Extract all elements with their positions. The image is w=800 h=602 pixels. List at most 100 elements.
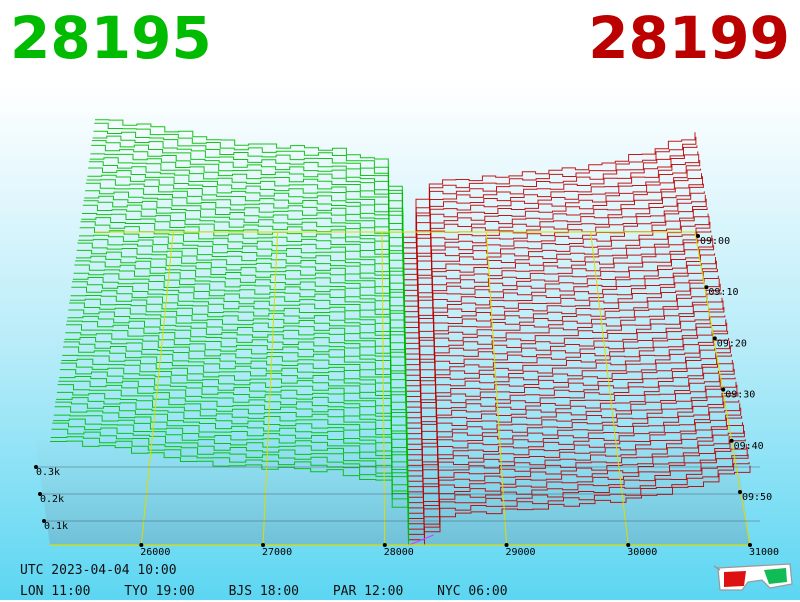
tick-layer: 26000 27000 28000 29000 30000 31000 0.1k 0.2k 0.… <box>34 234 779 558</box>
clock-nyc: NYC 06:00 <box>437 584 508 599</box>
bid-depth-snapshot <box>65 332 407 439</box>
ask-depth-snapshot <box>404 216 710 313</box>
ask-depth-snapshot <box>404 238 714 334</box>
bid-depth-snapshot <box>94 122 403 238</box>
ask-depth-snapshot <box>408 444 747 525</box>
bid-price: 28195 <box>10 4 212 72</box>
depth-tick-label: 0.3k <box>36 467 60 478</box>
depth-tick-dot <box>42 519 46 523</box>
bid-depth-snapshot <box>77 242 406 354</box>
price-gridline <box>140 231 174 546</box>
time-tick-label: 09:30 <box>725 390 755 401</box>
bid-depth-snapshot <box>93 130 403 243</box>
bid-depth-snapshot <box>54 406 409 514</box>
ask-depth-snapshot <box>404 207 708 302</box>
bid-depth-snapshot <box>91 140 404 254</box>
ask-depth-snapshot <box>406 330 729 419</box>
ask-depth-snapshot <box>408 439 746 519</box>
bid-depth-snapshot <box>92 135 404 248</box>
bid-depth-snapshot <box>64 337 407 445</box>
ask-depth-snapshot <box>405 253 716 344</box>
ask-depth-snapshot <box>405 260 717 355</box>
ask-depth-snapshot <box>404 221 711 318</box>
ask-depth-snapshot <box>406 340 730 429</box>
ask-depth-snapshot <box>406 338 730 424</box>
bid-depth-snapshot <box>66 320 407 429</box>
price-gridline <box>262 231 279 546</box>
ask-depth-snapshot <box>408 424 744 509</box>
ask-depth-snapshot <box>407 368 735 456</box>
bid-depth-snapshot <box>82 213 405 323</box>
bid-depth-snapshot <box>53 418 409 524</box>
depth-tick-label: 0.2k <box>40 494 64 505</box>
bid-depth-snapshot <box>58 380 408 487</box>
ask-depth-snapshot <box>407 381 737 466</box>
ask-depth-snapshot <box>406 319 727 408</box>
ask-depth-snapshot <box>407 360 733 445</box>
clock-lon: LON 11:00 <box>20 584 91 599</box>
price-tick-dot <box>382 543 387 547</box>
bid-depth-snapshot <box>57 384 408 492</box>
bid-depth-snapshot <box>70 295 407 402</box>
time-tick-label: 09:20 <box>717 338 747 349</box>
ask-depth-snapshot <box>405 292 722 381</box>
ask-depth-snapshot <box>406 307 725 397</box>
time-tick-dot <box>729 438 734 443</box>
clock-bjs: BJS 18:00 <box>228 584 300 599</box>
ask-depth-snapshot <box>403 154 700 254</box>
price-tick-label: 26000 <box>140 547 170 558</box>
ask-depth-snapshot <box>407 400 740 482</box>
time-tick-label: 09:10 <box>708 287 738 298</box>
price-tick-label: 27000 <box>262 547 292 558</box>
ask-depth-snapshot <box>402 132 696 233</box>
ask-depth-snapshot <box>406 322 728 413</box>
bid-depth-snapshot <box>51 428 409 535</box>
bid-depth-snapshot <box>75 255 406 365</box>
ask-depth-snapshot <box>405 283 721 376</box>
bid-depth-snapshot <box>79 234 405 344</box>
time-tick-label: 09:00 <box>700 236 730 247</box>
time-tick-dot <box>738 490 742 494</box>
ask-depth-snapshot <box>403 176 703 275</box>
ask-depth-snapshot <box>407 407 742 493</box>
ask-depth-snapshot <box>403 160 701 259</box>
depth-tick-label: 0.1k <box>44 521 68 532</box>
ask-depth-snapshot <box>405 300 724 392</box>
bid-depth-snapshot <box>61 358 408 466</box>
ask-depth-snapshot <box>404 230 712 323</box>
bid-depth-snapshot <box>76 249 406 360</box>
bid-depth-snapshot <box>53 414 409 519</box>
ask-depth-snapshot <box>405 275 719 366</box>
bid-depth-snapshot <box>90 153 404 264</box>
time-tick-label: 09:50 <box>742 492 772 503</box>
ask-depth-snapshot <box>408 422 743 504</box>
price-tick-label: 30000 <box>627 547 657 558</box>
bid-depth-snapshot <box>95 119 403 232</box>
bid-depth-snapshot <box>55 401 409 508</box>
ask-depth-snapshot <box>403 151 699 249</box>
bid-depth-snapshot <box>52 422 409 530</box>
price-tick-dot <box>504 543 509 547</box>
bid-depth-snapshot <box>83 200 405 312</box>
ask-depth-snapshot <box>404 198 707 297</box>
price-tick-dot <box>139 543 144 547</box>
ask-depth-snapshot <box>408 447 748 530</box>
ask-depth-snapshot <box>406 354 732 440</box>
clock-par: PAR 12:00 <box>332 584 404 599</box>
bid-depth-snapshot <box>84 195 405 307</box>
ask-depth-snapshot <box>407 392 739 477</box>
bid-depth-snapshot <box>82 204 405 317</box>
bid-depth-snapshot <box>86 179 404 291</box>
city-clocks: LON 11:00 TYO 19:00 BJS 18:00 PAR 12:00 … <box>20 581 534 602</box>
bid-depth-snapshot <box>78 239 406 349</box>
ask-depth-snapshot <box>406 315 726 403</box>
ask-depth-snapshot <box>405 268 718 360</box>
3d-glasses-icon[interactable] <box>712 560 796 592</box>
price-tick-dot <box>748 543 752 547</box>
bid-depth-snapshot <box>56 397 409 503</box>
ask-depth-snapshot <box>405 278 720 371</box>
bid-depth-snapshot <box>87 174 404 286</box>
price-tick-dot <box>261 543 266 547</box>
price-tick-dot <box>626 543 631 547</box>
bid-depth-snapshot <box>75 260 406 370</box>
